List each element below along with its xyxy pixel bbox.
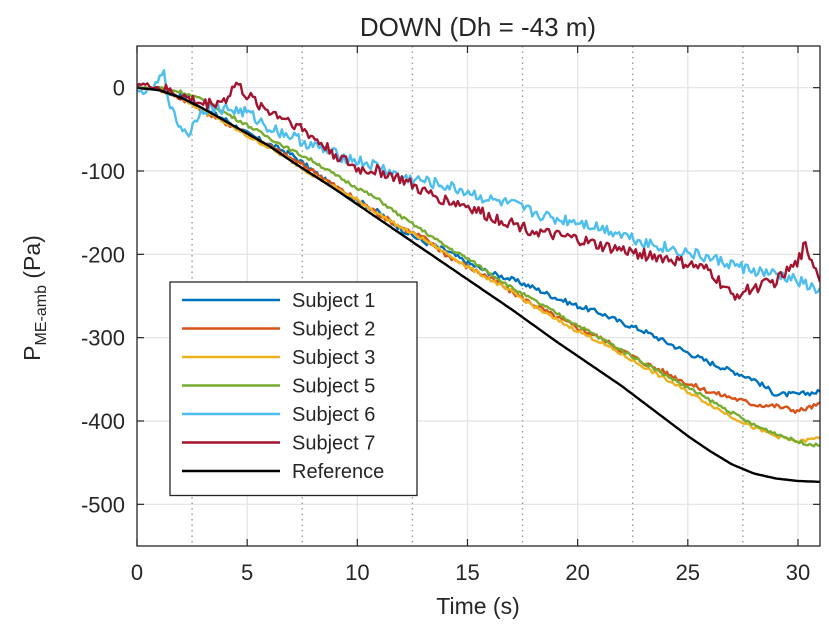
series-lines bbox=[137, 68, 820, 483]
x-tick-label: 0 bbox=[131, 560, 143, 585]
legend-label: Subject 2 bbox=[292, 319, 375, 341]
y-axis-label: PME-amb (Pa) bbox=[19, 235, 50, 361]
y-tick-label: -100 bbox=[81, 159, 125, 184]
x-tick-label: 10 bbox=[345, 560, 369, 585]
legend: Subject 1 Subject 2 Subject 3 Subject 5 Subj… bbox=[169, 281, 418, 497]
x-tick-label: 30 bbox=[786, 560, 810, 585]
legend-label: Subject 6 bbox=[292, 404, 375, 426]
series-line-reference bbox=[137, 86, 820, 483]
chart-title: DOWN (Dh = -43 m) bbox=[360, 12, 596, 42]
series-line-subject-1 bbox=[137, 85, 820, 398]
legend-label: Subject 7 bbox=[292, 433, 375, 455]
y-tick-label: -200 bbox=[81, 242, 125, 267]
y-tick-label: -400 bbox=[81, 409, 125, 434]
series-line-subject-3 bbox=[137, 86, 820, 444]
legend-label: Subject 5 bbox=[292, 376, 375, 398]
series-line-subject-5 bbox=[137, 85, 820, 448]
x-tick-label: 15 bbox=[455, 560, 479, 585]
legend-label: Subject 1 bbox=[292, 290, 375, 312]
legend-box bbox=[169, 281, 418, 497]
y-axis-label-subscript: ME-amb bbox=[33, 285, 50, 346]
y-axis-label-unit: (Pa) bbox=[19, 235, 45, 285]
legend-label: Subject 3 bbox=[292, 347, 375, 369]
series-line-subject-6 bbox=[137, 68, 820, 294]
x-tick-label: 25 bbox=[676, 560, 700, 585]
legend-label: Reference bbox=[292, 461, 384, 483]
y-tick-label: -500 bbox=[81, 492, 125, 517]
y-tick-label: -300 bbox=[81, 326, 125, 351]
x-tick-label: 20 bbox=[565, 560, 589, 585]
y-tick-label: 0 bbox=[113, 76, 125, 101]
series-line-subject-7 bbox=[137, 81, 820, 301]
y-axis-label-main: P bbox=[19, 345, 45, 360]
x-axis-label: Time (s) bbox=[436, 593, 519, 619]
x-tick-label: 5 bbox=[241, 560, 253, 585]
axes-box bbox=[136, 45, 821, 547]
